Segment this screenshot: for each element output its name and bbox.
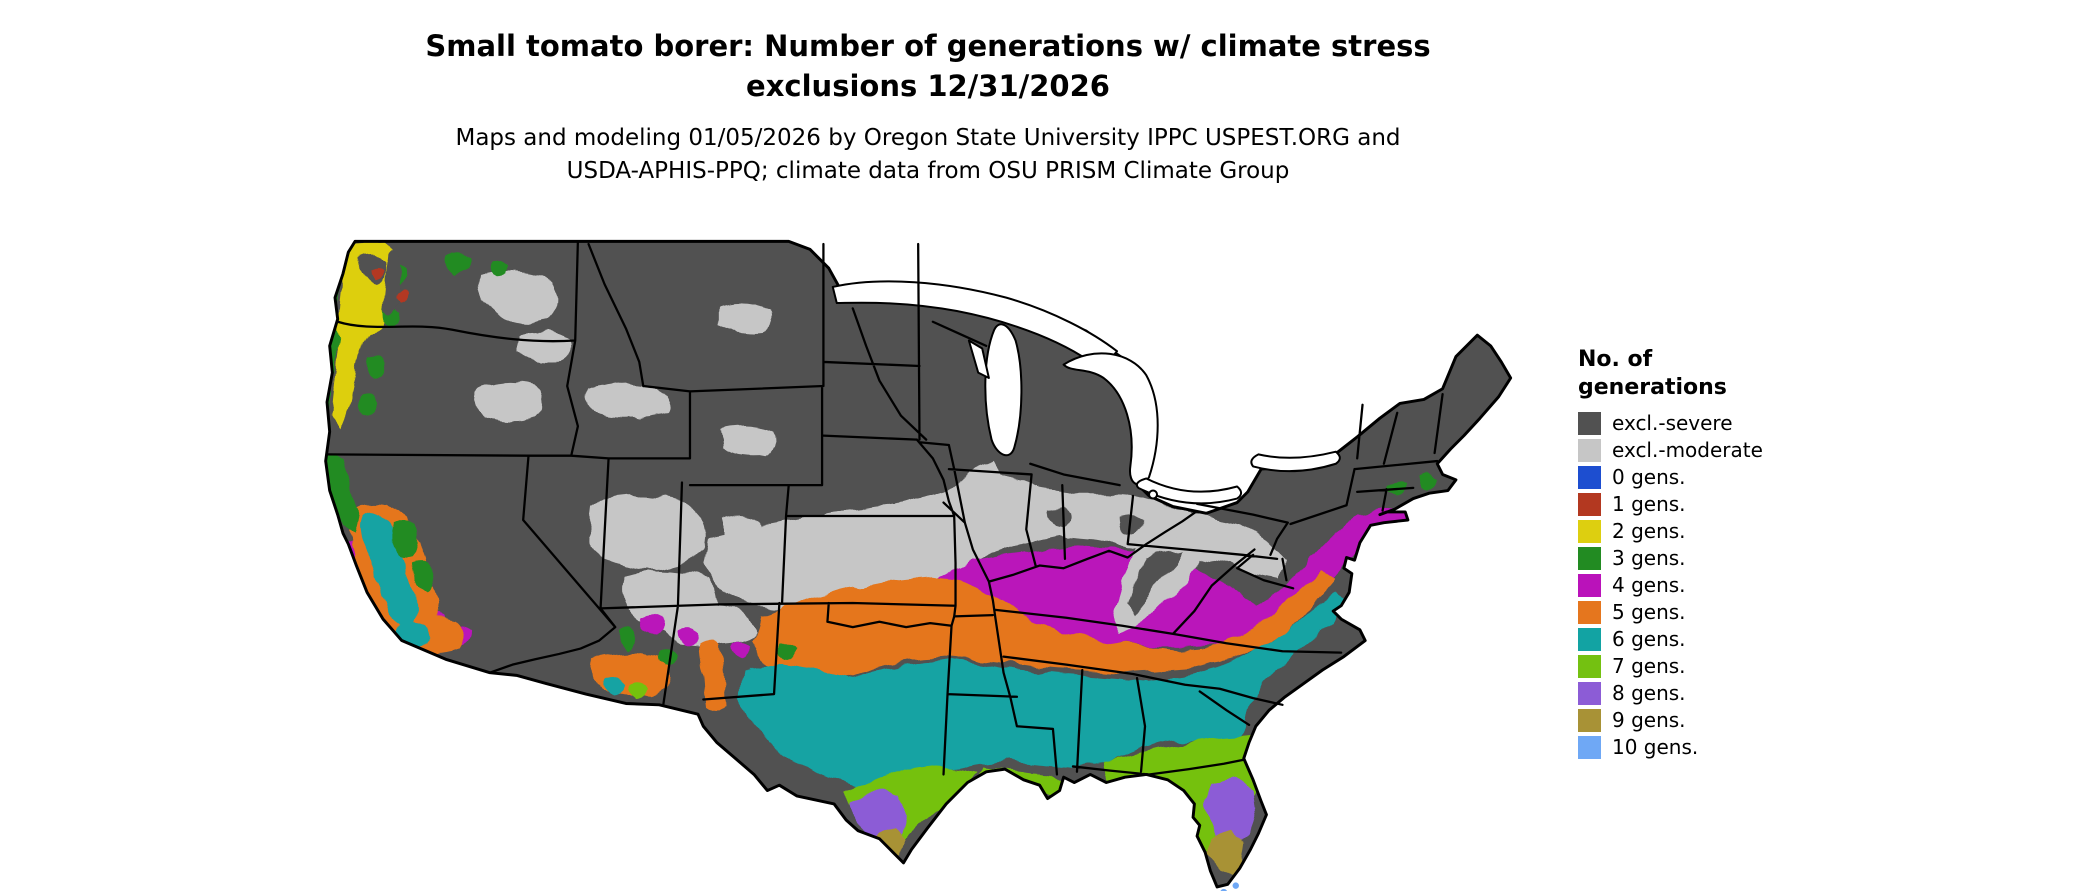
- legend-swatch-9-gens: [1578, 709, 1601, 732]
- region-appalachian-moderate: [1112, 536, 1211, 633]
- legend: No. of generations excl.-severe excl.-mo…: [1578, 346, 1858, 759]
- legend-item: 2 gens.: [1578, 520, 1858, 543]
- legend-title-line1: No. of: [1578, 347, 1653, 372]
- region-4gens: [345, 506, 1411, 660]
- legend-swatch-7-gens: [1578, 655, 1601, 678]
- us-border-outline: [324, 239, 1513, 889]
- legend-item: 5 gens.: [1578, 601, 1858, 624]
- legend-item-label: 0 gens.: [1612, 465, 1686, 489]
- lake-michigan: [984, 323, 1023, 457]
- legend-swatch-3-gens: [1578, 547, 1601, 570]
- lake-erie: [1135, 477, 1243, 505]
- legend-item: 6 gens.: [1578, 628, 1858, 651]
- legend-swatch-1-gens: [1578, 493, 1601, 516]
- legend-item: 4 gens.: [1578, 574, 1858, 597]
- legend-item-label: excl.-severe: [1612, 411, 1733, 435]
- legend-item-label: 7 gens.: [1612, 654, 1686, 678]
- region-1gens: [371, 266, 408, 302]
- legend-item: 9 gens.: [1578, 709, 1858, 732]
- us-generations-map: [319, 228, 1520, 891]
- legend-item: excl.-severe: [1578, 412, 1858, 435]
- legend-swatch-excl-severe: [1578, 412, 1601, 435]
- great-lakes: [831, 280, 1341, 505]
- legend-swatch-8-gens: [1578, 682, 1601, 705]
- legend-item-label: 9 gens.: [1612, 708, 1686, 732]
- state-borders: [325, 240, 1444, 776]
- legend-item: excl.-moderate: [1578, 439, 1858, 462]
- legend-swatch-2-gens: [1578, 520, 1601, 543]
- green-bay: [967, 339, 990, 380]
- legend-item-label: 10 gens.: [1612, 735, 1699, 759]
- map-title: Small tomato borer: Number of generation…: [0, 26, 1856, 106]
- legend-item: 8 gens.: [1578, 682, 1858, 705]
- legend-item-label: 2 gens.: [1612, 519, 1686, 543]
- region-6gens: [359, 512, 1350, 792]
- legend-item-label: 8 gens.: [1612, 681, 1686, 705]
- us-map-svg: [324, 239, 1513, 891]
- legend-item-label: 6 gens.: [1612, 627, 1686, 651]
- legend-item-label: 5 gens.: [1612, 600, 1686, 624]
- map-subtitle: Maps and modeling 01/05/2026 by Oregon S…: [0, 122, 1856, 188]
- lake-st-clair: [1148, 489, 1159, 500]
- legend-swatch-6-gens: [1578, 628, 1601, 651]
- map-title-line2: exclusions 12/31/2026: [746, 69, 1110, 103]
- legend-item: 3 gens.: [1578, 547, 1858, 570]
- legend-swatch-10-gens: [1578, 736, 1601, 759]
- legend-swatch-0-gens: [1578, 466, 1601, 489]
- map-title-line1: Small tomato borer: Number of generation…: [425, 29, 1431, 63]
- region-cascades-severe: [359, 250, 404, 315]
- region-appalachian-severe: [1046, 507, 1184, 614]
- lake-ontario: [1250, 450, 1341, 473]
- legend-item: 0 gens.: [1578, 466, 1858, 489]
- legend-swatch-5-gens: [1578, 601, 1601, 624]
- legend-items: excl.-severe excl.-moderate 0 gens. 1 ge…: [1578, 412, 1858, 759]
- legend-item-label: 1 gens.: [1612, 492, 1686, 516]
- region-9gens: [872, 828, 1246, 874]
- legend-item-label: 3 gens.: [1612, 546, 1686, 570]
- legend-item-label: 4 gens.: [1612, 573, 1686, 597]
- legend-item: 7 gens.: [1578, 655, 1858, 678]
- legend-swatch-excl-moderate: [1578, 439, 1601, 462]
- legend-item: 10 gens.: [1578, 736, 1858, 759]
- legend-swatch-4-gens: [1578, 574, 1601, 597]
- florida-keys-10gens: [1220, 882, 1239, 891]
- map-subtitle-line2: USDA-APHIS-PPQ; climate data from OSU PR…: [566, 158, 1290, 184]
- map-subtitle-line1: Maps and modeling 01/05/2026 by Oregon S…: [455, 125, 1401, 151]
- region-5gens: [348, 503, 1336, 709]
- legend-title: No. of generations: [1578, 346, 1858, 402]
- legend-item: 1 gens.: [1578, 493, 1858, 516]
- legend-item-label: excl.-moderate: [1612, 438, 1763, 462]
- legend-title-line2: generations: [1578, 375, 1727, 400]
- region-7gens: [627, 681, 1264, 855]
- region-2gens: [332, 241, 400, 429]
